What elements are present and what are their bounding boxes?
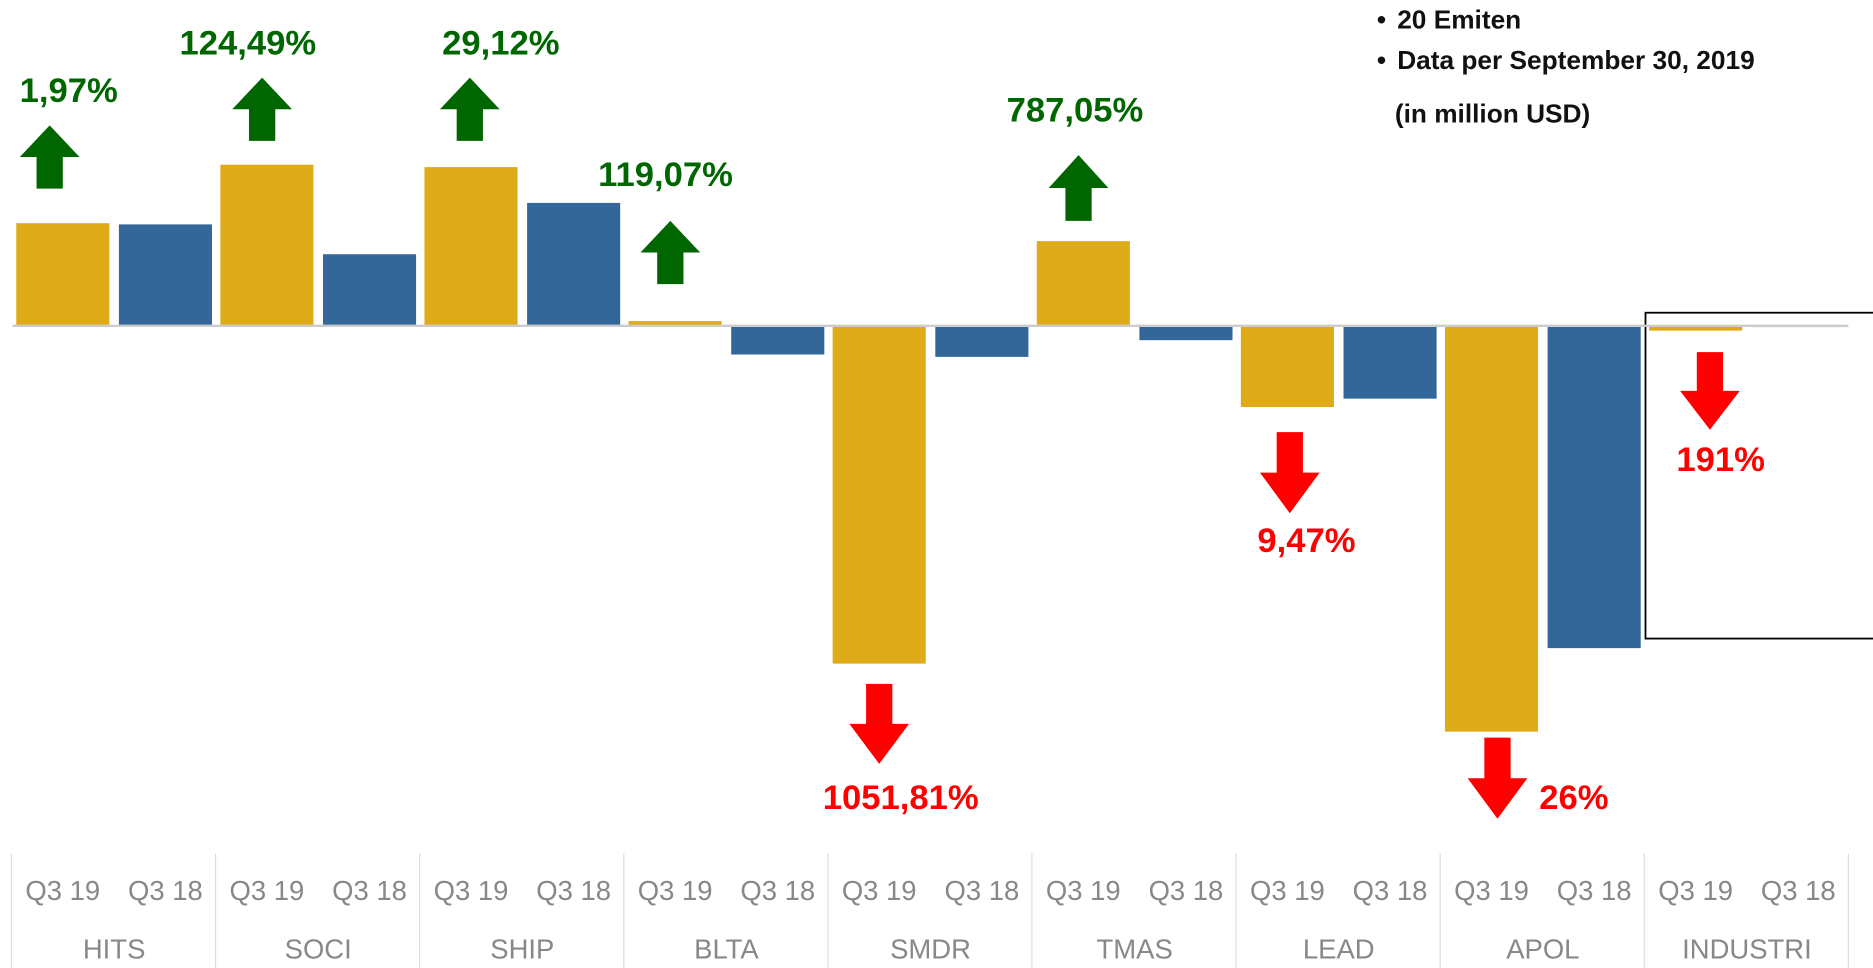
bar	[220, 164, 314, 326]
note: 20 Emiten	[1397, 4, 1521, 34]
x-sub-label: Q3 18	[1353, 875, 1428, 906]
x-sub-label: Q3 19	[1046, 875, 1121, 906]
x-sub-label: Q3 18	[1149, 875, 1224, 906]
bar	[424, 167, 518, 326]
note: Data per September 30, 2019	[1397, 45, 1754, 75]
x-tick-label: SHIP	[490, 934, 554, 965]
change-label: 119,07%	[598, 156, 733, 194]
arrow-down	[1680, 352, 1740, 430]
x-tick-label: BLTA	[694, 934, 759, 965]
change-label: 124,49%	[179, 24, 316, 62]
x-sub-label: Q3 19	[230, 875, 305, 906]
bullet: •	[1377, 4, 1386, 34]
x-tick-label: SMDR	[890, 934, 971, 965]
bullet: •	[1377, 45, 1386, 75]
x-sub-label: Q3 19	[25, 875, 100, 906]
bar	[1343, 325, 1437, 399]
change-label: 1,97%	[20, 72, 118, 110]
x-sub-label: Q3 18	[332, 875, 407, 906]
bar	[731, 325, 825, 355]
x-sub-label: Q3 18	[1761, 875, 1836, 906]
bar	[628, 321, 722, 326]
x-sub-label: Q3 19	[1658, 875, 1733, 906]
bar	[1444, 325, 1539, 732]
highlight-box	[1644, 311, 1873, 640]
arrow-up	[640, 220, 701, 285]
x-sub-label: Q3 18	[536, 875, 611, 906]
bar	[1139, 325, 1233, 341]
arrow-up	[439, 77, 500, 141]
change-label: 787,05%	[1007, 91, 1144, 129]
arrow-up	[232, 77, 292, 141]
bar	[1036, 241, 1130, 326]
change-label: 9,47%	[1257, 522, 1355, 560]
x-sub-label: Q3 18	[128, 875, 203, 906]
arrow-down	[1467, 737, 1528, 819]
x-sub-label: Q3 19	[1454, 875, 1529, 906]
arrow-down	[849, 683, 910, 764]
x-sub-label: Q3 19	[842, 875, 917, 906]
x-sub-label: Q3 19	[638, 875, 713, 906]
x-sub-label: Q3 19	[1250, 875, 1325, 906]
bar	[1649, 325, 1743, 331]
x-tick-label: HITS	[83, 934, 146, 965]
x-tick-label: SOCI	[285, 934, 352, 965]
bar	[322, 254, 417, 326]
change-label: 1051,81%	[823, 779, 979, 817]
bar	[527, 202, 621, 326]
bar	[1240, 325, 1334, 408]
x-tick-label: TMAS	[1097, 934, 1173, 965]
x-sub-label: Q3 19	[434, 875, 509, 906]
x-tick-label: LEAD	[1303, 934, 1375, 965]
bar	[832, 325, 926, 664]
note: (in million USD)	[1395, 99, 1590, 129]
x-sub-label: Q3 18	[1557, 875, 1632, 906]
x-tick-label: INDUSTRI	[1682, 934, 1812, 965]
x-sub-label: Q3 18	[944, 875, 1019, 906]
bar	[118, 224, 212, 326]
x-tick-label: APOL	[1506, 934, 1579, 965]
bar	[935, 325, 1029, 357]
change-label: 191%	[1676, 441, 1765, 479]
arrow-up	[19, 125, 80, 189]
arrow-down	[1259, 432, 1320, 514]
change-label: 26%	[1539, 779, 1608, 817]
arrow-up	[1048, 155, 1109, 221]
change-label: 29,12%	[442, 24, 559, 62]
x-sub-label: Q3 18	[740, 875, 815, 906]
bar	[16, 223, 110, 326]
bar	[1547, 325, 1641, 649]
